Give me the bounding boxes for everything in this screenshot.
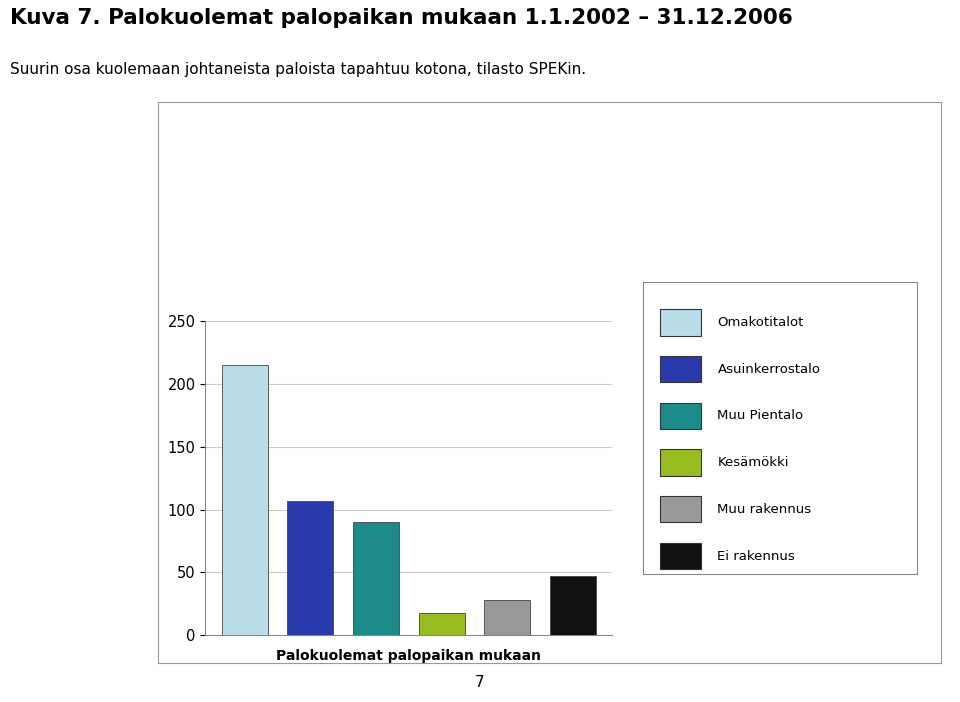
Text: Muu Pientalo: Muu Pientalo xyxy=(717,409,804,423)
Bar xyxy=(353,522,399,635)
Bar xyxy=(660,310,701,336)
Text: Suurin osa kuolemaan johtaneista paloista tapahtuu kotona, tilasto SPEKin.: Suurin osa kuolemaan johtaneista paloist… xyxy=(10,62,586,77)
Text: Kesämökki: Kesämökki xyxy=(717,456,789,469)
Bar xyxy=(660,496,701,522)
Text: 1.1.2002 – 31.12.2006: 1.1.2002 – 31.12.2006 xyxy=(428,163,671,182)
Text: Palokuolemat Suomessa palopaikan mukaan: Palokuolemat Suomessa palopaikan mukaan xyxy=(305,124,794,143)
Bar xyxy=(419,613,465,635)
Text: Ei rakennus: Ei rakennus xyxy=(717,550,795,562)
Text: 7: 7 xyxy=(475,675,485,690)
Text: Kuva 7. Palokuolemat palopaikan mukaan 1.1.2002 – 31.12.2006: Kuva 7. Palokuolemat palopaikan mukaan 1… xyxy=(10,8,792,27)
PathPatch shape xyxy=(158,161,941,262)
Bar xyxy=(660,543,701,569)
Bar xyxy=(287,501,333,635)
Text: Omakotitalot: Omakotitalot xyxy=(717,316,804,329)
Bar xyxy=(550,576,596,635)
Text: Asuinkerrostalo: Asuinkerrostalo xyxy=(717,363,821,376)
Bar xyxy=(660,356,701,383)
X-axis label: Palokuolemat palopaikan mukaan: Palokuolemat palopaikan mukaan xyxy=(276,649,541,663)
Text: Muu rakennus: Muu rakennus xyxy=(717,503,811,516)
Bar xyxy=(660,403,701,429)
Bar xyxy=(484,600,530,635)
Bar xyxy=(222,365,268,635)
Bar xyxy=(660,449,701,476)
